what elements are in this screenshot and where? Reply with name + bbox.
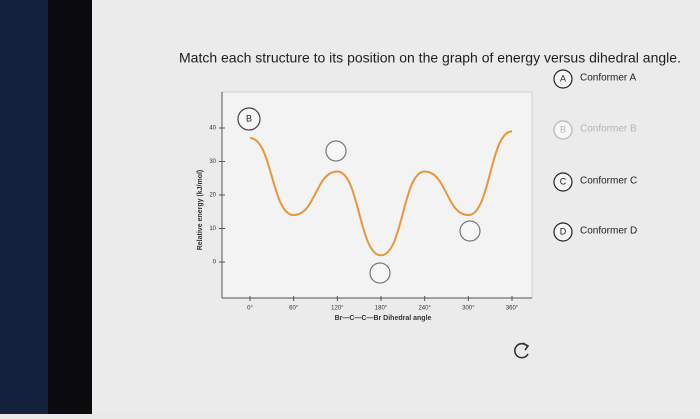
x-tick-label: 180°: [375, 306, 388, 312]
option-label: Conformer C: [580, 176, 637, 187]
drop-target[interactable]: [325, 140, 347, 162]
drop-target[interactable]: [459, 220, 481, 242]
option-circle[interactable]: [553, 69, 573, 89]
x-tick-label: 0°: [247, 306, 253, 312]
y-tick-label: 40: [209, 126, 216, 132]
option-label: Conformer D: [580, 226, 637, 237]
reload-icon[interactable]: [514, 342, 530, 359]
y-tick-label: 10: [209, 226, 216, 232]
x-tick-label: 360°: [506, 306, 519, 312]
energy-curve: [249, 130, 513, 257]
bezel: [48, 0, 92, 414]
y-axis-label: Relative energy (kJ/mol): [197, 170, 204, 251]
options: A Conformer A B Conformer B C Conformer C D Con…: [553, 69, 637, 242]
x-tick-label: 240°: [418, 306, 431, 312]
option-letter: C: [560, 176, 567, 186]
left-edge: [0, 0, 48, 414]
y-tick-label: 0: [213, 260, 217, 266]
question: Match each structure to its position on …: [179, 50, 681, 66]
option-label: Conformer B: [580, 124, 637, 135]
option-circle[interactable]: [553, 222, 573, 242]
placed-marker[interactable]: [237, 107, 261, 131]
x-tick-label: 120°: [331, 306, 344, 312]
placed-marker-letter: B: [246, 113, 252, 123]
drop-target[interactable]: [369, 262, 391, 284]
x-tick-label: 300°: [462, 306, 475, 312]
x-axis-label: Br—C—C—Br Dihedral angle: [335, 315, 432, 322]
option-letter: B: [560, 124, 566, 134]
option-circle: [553, 120, 573, 140]
option-circle[interactable]: [553, 172, 573, 192]
option-label: Conformer A: [580, 73, 636, 84]
option-letter: D: [560, 226, 567, 236]
y-tick-label: 30: [209, 159, 216, 165]
y-tick-label: 20: [209, 193, 216, 199]
x-tick-label: 60°: [289, 306, 299, 312]
option-letter: A: [560, 73, 566, 83]
graph: 0 10 20 30 40 0° 60° 120° 180° 240° 300° 360°: [209, 92, 532, 312]
reload-arrow: [522, 342, 530, 351]
